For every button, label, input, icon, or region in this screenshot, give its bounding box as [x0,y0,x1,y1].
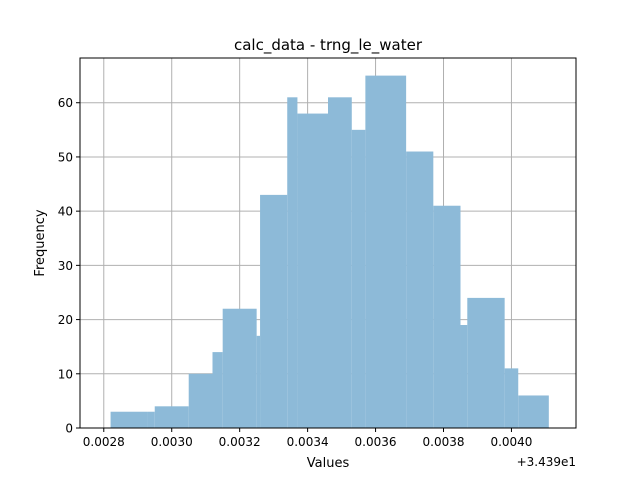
histogram-bars [110,75,549,429]
x-tick-label: 0.0036 [355,435,397,449]
histogram-bar [504,368,519,428]
histogram-bar [260,194,288,428]
x-tick-label: 0.0032 [219,435,261,449]
y-tick-label: 20 [58,313,73,327]
chart-title: calc_data - trng_le_water [234,36,423,55]
x-axis-label: Values [307,456,350,471]
histogram-bar [110,411,148,428]
y-tick-label: 0 [65,422,73,436]
y-tick-label: 40 [58,205,73,219]
histogram-bar [297,113,328,429]
histogram-bar [154,406,189,428]
x-tick-label: 0.0040 [490,435,532,449]
x-tick-label: 0.0038 [423,435,465,449]
x-tick-label: 0.0034 [287,435,329,449]
ticks: 0.0028 0.0030 0.0032 0.0034 0.0036 0.0038 0.00… [58,96,533,449]
histogram-bar [518,395,549,428]
histogram-bar [147,411,155,428]
y-tick-label: 30 [58,259,73,273]
histogram-bar [365,75,407,428]
y-axis-label: Frequency [33,209,48,276]
histogram-bar [256,335,261,428]
y-tick-label: 50 [58,150,73,164]
x-tick-label: 0.0028 [83,435,125,449]
y-tick-label: 10 [58,367,73,381]
histogram-bar [351,129,366,429]
x-axis-offset-label: +3.439e1 [517,455,576,469]
histogram-bar [406,151,434,428]
histogram-bar [287,97,298,429]
histogram-bar [433,205,461,428]
histogram-bar [188,373,213,428]
histogram-bar [222,308,257,428]
axes-frame [79,57,577,429]
y-tick-label: 60 [58,96,73,110]
histogram-bar [212,352,223,428]
histogram-bar [467,297,505,428]
x-tick-label: 0.0030 [151,435,193,449]
histogram-bar [328,97,352,429]
histogram-bar [460,324,468,428]
